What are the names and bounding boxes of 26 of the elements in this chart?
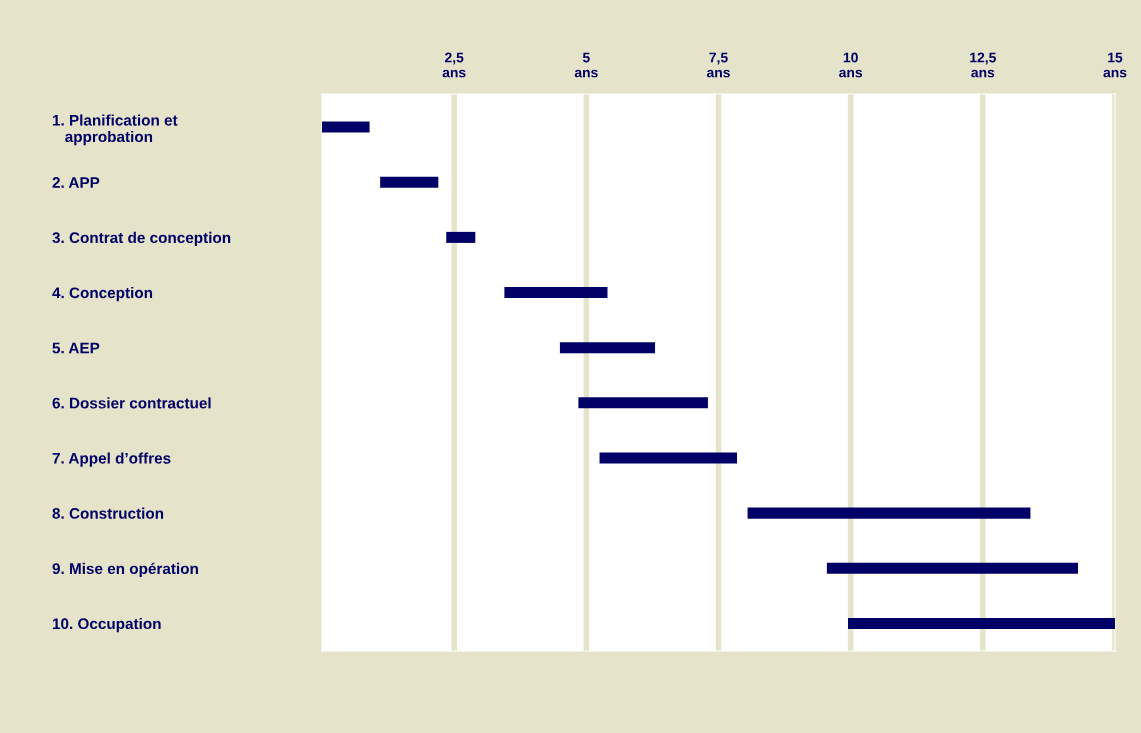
y-tick-label: 9. Mise en opération [52,562,198,578]
y-tick-label: 1. Planification et approbation [52,114,178,146]
y-tick-label: 6. Dossier contractuel [52,397,211,409]
y-tick-label: 5. AEP [52,342,100,354]
y-tick-label: 10. Occupation [52,617,161,633]
bar [322,121,370,133]
bar [446,231,476,243]
y-tick-label: 4. Conception [52,287,153,302]
bar [826,562,1078,574]
x-tick-label: 5 ans [574,52,598,78]
bar [599,452,737,464]
bar [747,507,1031,519]
bar [578,397,708,409]
bar [380,176,439,188]
bar [559,342,656,354]
x-tick-label: 15 ans [1103,52,1127,78]
x-tick-label: 2,5 ans [442,52,466,78]
y-tick-label: 8. Construction [52,507,164,519]
y-tick-label: 7. Appel d’offres [52,452,171,467]
y-tick-label: 3. Contrat de conception [52,231,231,247]
x-tick-label: 10 ans [839,52,863,78]
x-tick-label: 12,5 ans [970,52,996,78]
bar [848,617,1115,629]
bar [504,287,608,299]
x-tick-label: 7,5 ans [706,52,730,78]
y-tick-label: 2. APP [52,177,100,188]
